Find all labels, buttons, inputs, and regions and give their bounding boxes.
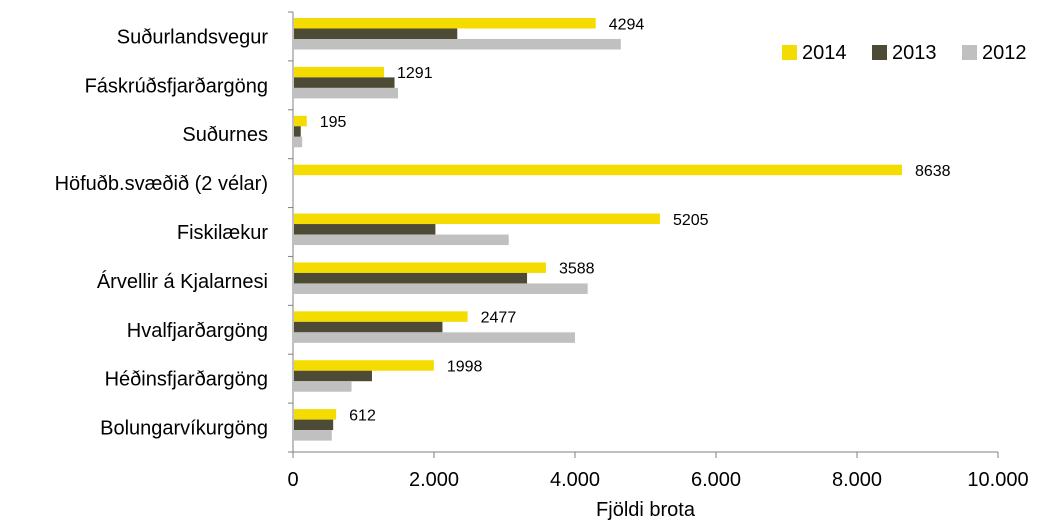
- bar-2012-6: [294, 332, 575, 343]
- x-tick-label: 10.000: [967, 469, 1028, 491]
- data-label-2014-4: 5205: [673, 212, 709, 229]
- data-label-2014-2: 195: [320, 114, 347, 131]
- bar-2014-2: [294, 115, 307, 127]
- bar-2013-1: [294, 77, 395, 88]
- category-label: Fiskilækur: [177, 222, 268, 244]
- data-label-2014-6: 2477: [481, 310, 517, 327]
- bar-2013-5: [294, 272, 528, 284]
- x-axis-title: Fjöldi brota: [596, 499, 696, 521]
- legend-swatch-2013: [872, 45, 887, 60]
- bar-2013-0: [294, 28, 458, 39]
- data-label-2014-1: 1291: [397, 65, 433, 82]
- bar-2012-5: [294, 283, 588, 294]
- bar-2014-8: [294, 409, 337, 420]
- legend-label-2013: 2013: [892, 42, 937, 64]
- x-tick-label: 4.000: [550, 469, 600, 491]
- bar-2013-6: [294, 321, 443, 333]
- bar-2014-4: [294, 213, 660, 225]
- data-label-2014-3: 8638: [915, 163, 951, 180]
- bar-2012-0: [294, 39, 621, 50]
- bar-2014-1: [294, 66, 385, 78]
- data-label-2014-7: 1998: [447, 358, 483, 375]
- bar-2013-8: [294, 419, 334, 431]
- category-label: Fáskrúðsfjarðargöng: [85, 75, 268, 97]
- legend-label-2012: 2012: [982, 42, 1027, 64]
- category-label: Höfuðb.svæðið (2 vélar): [55, 173, 268, 195]
- legend-label-2014: 2014: [802, 42, 847, 64]
- x-tick-label: 2.000: [409, 469, 459, 491]
- bar-2014-5: [294, 262, 546, 273]
- x-tick-label: 0: [287, 469, 298, 491]
- category-label: Suðurlandsvegur: [117, 26, 269, 48]
- category-label: Bolungarvíkurgöng: [100, 418, 268, 440]
- data-label-2014-5: 3588: [559, 261, 595, 278]
- bar-2013-7: [294, 370, 372, 382]
- data-label-2014-0: 4294: [609, 16, 645, 33]
- bar-2012-2: [294, 136, 303, 148]
- category-label: Héðinsfjarðargöng: [105, 369, 268, 391]
- data-label-2014-8: 612: [349, 407, 376, 424]
- bar-2014-3: [294, 164, 902, 176]
- category-label: Suðurnes: [182, 124, 268, 146]
- legend-swatch-2012: [962, 45, 977, 60]
- bar-2012-7: [294, 381, 352, 392]
- bar-2013-4: [294, 224, 436, 235]
- bar-2013-2: [294, 126, 301, 137]
- bar-2012-8: [294, 430, 332, 441]
- category-label: Árvellir á Kjalarnesi: [97, 270, 268, 293]
- bar-2012-4: [294, 234, 509, 246]
- legend-swatch-2014: [782, 45, 797, 60]
- x-tick-label: 6.000: [691, 469, 741, 491]
- bar-2014-0: [294, 18, 596, 29]
- x-tick-label: 8.000: [832, 469, 882, 491]
- bar-2012-1: [294, 87, 399, 99]
- bar-2014-6: [294, 311, 468, 322]
- bar-2014-7: [294, 360, 434, 371]
- category-label: Hvalfjarðargöng: [127, 320, 268, 342]
